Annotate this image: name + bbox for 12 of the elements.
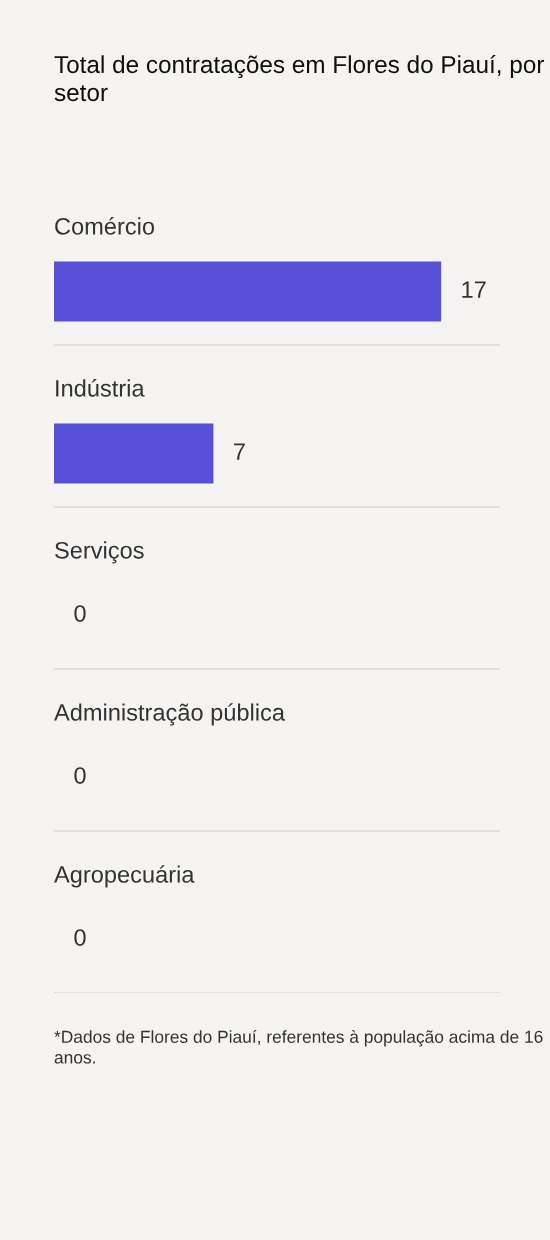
data-label: 7 [234, 443, 245, 460]
y-tick-label: Serviços [55, 541, 144, 564]
data-label: 0 [74, 605, 86, 622]
y-tick-label: Indústria [56, 379, 145, 397]
data-label: 17 [462, 281, 486, 298]
y-tick-label: Agropecuária [54, 865, 195, 888]
text: *Dados de Flores do Piauí, referentes à população acima de 16 anos. [54, 1030, 543, 1064]
data-label: 0 [74, 767, 86, 784]
chart-title: Total de contratações em Flores do Piauí, por setor [54, 55, 545, 102]
data-label: 0 [74, 929, 86, 946]
y-tick-label: Comércio [55, 217, 155, 235]
y-tick-label: Administração pública [54, 703, 285, 726]
